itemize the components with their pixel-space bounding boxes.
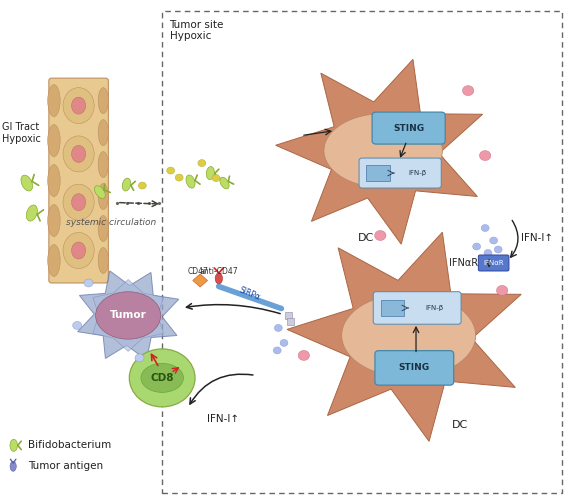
Text: IFNαR: IFNαR: [483, 260, 504, 266]
Ellipse shape: [48, 125, 60, 157]
Circle shape: [479, 151, 491, 160]
Text: Bifidobacterium: Bifidobacterium: [28, 440, 111, 450]
Ellipse shape: [48, 204, 60, 236]
Ellipse shape: [48, 244, 60, 277]
Ellipse shape: [98, 183, 108, 209]
Text: STING: STING: [393, 124, 424, 133]
Text: CD8: CD8: [151, 373, 174, 383]
Polygon shape: [287, 232, 521, 441]
Circle shape: [481, 224, 489, 231]
Circle shape: [462, 86, 474, 96]
Polygon shape: [93, 280, 164, 351]
Ellipse shape: [98, 152, 108, 177]
Ellipse shape: [206, 167, 215, 179]
Ellipse shape: [63, 232, 94, 269]
Bar: [285, 313, 292, 319]
Ellipse shape: [342, 294, 475, 377]
Text: DC: DC: [358, 233, 374, 243]
Ellipse shape: [48, 85, 60, 117]
Text: CD47: CD47: [187, 268, 208, 277]
Ellipse shape: [72, 242, 86, 259]
Text: GI Tract
Hypoxic: GI Tract Hypoxic: [2, 122, 41, 144]
FancyBboxPatch shape: [381, 300, 404, 316]
Circle shape: [273, 347, 281, 354]
Circle shape: [198, 160, 206, 166]
Ellipse shape: [98, 215, 108, 241]
Polygon shape: [193, 274, 207, 287]
Ellipse shape: [21, 175, 32, 191]
Ellipse shape: [10, 439, 18, 451]
Circle shape: [73, 322, 82, 330]
Text: systemic circulation: systemic circulation: [66, 217, 156, 226]
Circle shape: [375, 230, 386, 240]
FancyBboxPatch shape: [375, 351, 454, 385]
Text: Tumor site
Hypoxic: Tumor site Hypoxic: [169, 20, 224, 42]
FancyBboxPatch shape: [478, 255, 509, 271]
Bar: [287, 319, 294, 325]
Circle shape: [280, 340, 288, 346]
Circle shape: [130, 349, 195, 407]
Ellipse shape: [98, 247, 108, 274]
FancyBboxPatch shape: [373, 292, 461, 324]
Circle shape: [473, 243, 481, 250]
Circle shape: [494, 246, 502, 253]
Text: Tumor antigen: Tumor antigen: [28, 461, 103, 471]
Text: IFN-β: IFN-β: [425, 305, 443, 311]
Ellipse shape: [72, 145, 86, 162]
Text: IFN-I↑: IFN-I↑: [207, 414, 239, 424]
Ellipse shape: [141, 363, 183, 392]
Text: DC: DC: [452, 420, 468, 430]
Ellipse shape: [122, 178, 131, 191]
Ellipse shape: [95, 292, 161, 339]
Ellipse shape: [63, 184, 94, 220]
Circle shape: [484, 249, 492, 257]
Text: STING: STING: [399, 363, 430, 372]
Ellipse shape: [48, 164, 60, 196]
Ellipse shape: [98, 120, 108, 146]
FancyBboxPatch shape: [49, 78, 108, 283]
Circle shape: [175, 174, 183, 181]
Ellipse shape: [63, 88, 94, 124]
Ellipse shape: [72, 97, 86, 114]
Ellipse shape: [10, 461, 16, 471]
Circle shape: [212, 174, 220, 181]
Ellipse shape: [72, 194, 86, 211]
Text: anti-CD47: anti-CD47: [199, 268, 238, 277]
Ellipse shape: [220, 177, 229, 189]
Ellipse shape: [186, 175, 195, 188]
FancyBboxPatch shape: [372, 112, 445, 144]
Text: IFN-β: IFN-β: [408, 170, 426, 176]
Ellipse shape: [63, 136, 94, 172]
FancyArrowPatch shape: [219, 287, 281, 309]
Ellipse shape: [324, 114, 442, 187]
Text: SIRPα: SIRPα: [238, 286, 262, 302]
Ellipse shape: [94, 186, 105, 198]
FancyBboxPatch shape: [366, 165, 390, 181]
Ellipse shape: [215, 273, 223, 284]
Bar: [162, 11, 562, 493]
Circle shape: [274, 325, 282, 332]
Circle shape: [490, 237, 498, 244]
Circle shape: [135, 354, 144, 362]
Text: IFN-I↑: IFN-I↑: [521, 233, 553, 243]
Ellipse shape: [26, 205, 37, 221]
Polygon shape: [275, 59, 483, 244]
Text: IFNαR: IFNαR: [449, 258, 478, 268]
Circle shape: [298, 350, 310, 360]
Text: Tumor: Tumor: [110, 311, 147, 321]
FancyBboxPatch shape: [359, 158, 441, 188]
Circle shape: [139, 182, 147, 189]
Polygon shape: [78, 271, 179, 360]
Circle shape: [496, 286, 508, 296]
Circle shape: [84, 279, 93, 287]
Ellipse shape: [98, 88, 108, 114]
Circle shape: [167, 167, 174, 174]
